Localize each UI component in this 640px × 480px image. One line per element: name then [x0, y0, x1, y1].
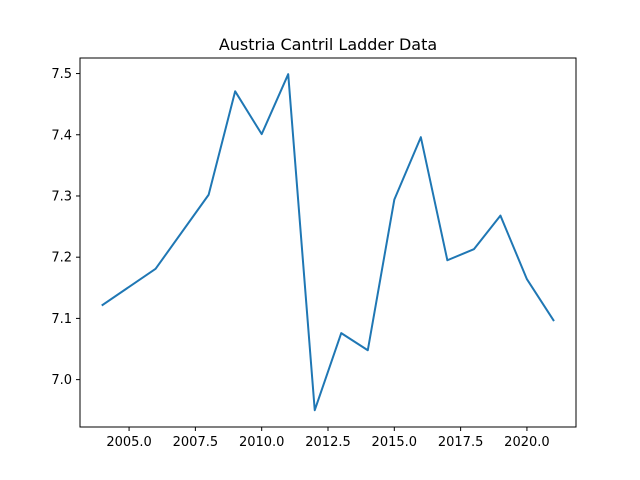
series-line: [101, 73, 555, 412]
plot-area: 2005.0 2007.5 2010.0 2012.5 2015.0 2017.5 2020…: [51, 67, 555, 450]
y-tick-label: 7.1: [51, 312, 72, 327]
y-tick-label: 7.4: [51, 128, 72, 143]
x-tick-label: 2010.0: [239, 435, 285, 450]
y-tick-label: 7.0: [51, 373, 72, 388]
x-tick-label: 2012.5: [305, 435, 351, 450]
axes-frame: [79, 57, 577, 428]
x-tick-label: 2020.0: [504, 435, 550, 450]
x-tick-label: 2017.5: [438, 435, 484, 450]
x-tick-label: 2007.5: [173, 435, 219, 450]
x-tick-label: 2005.0: [106, 435, 152, 450]
y-tick-label: 7.3: [51, 189, 72, 204]
y-tick-label: 7.5: [51, 67, 72, 82]
chart-title: Austria Cantril Ladder Data: [219, 35, 437, 54]
x-tick-label: 2015.0: [372, 435, 418, 450]
y-tick-label: 7.2: [51, 251, 72, 266]
